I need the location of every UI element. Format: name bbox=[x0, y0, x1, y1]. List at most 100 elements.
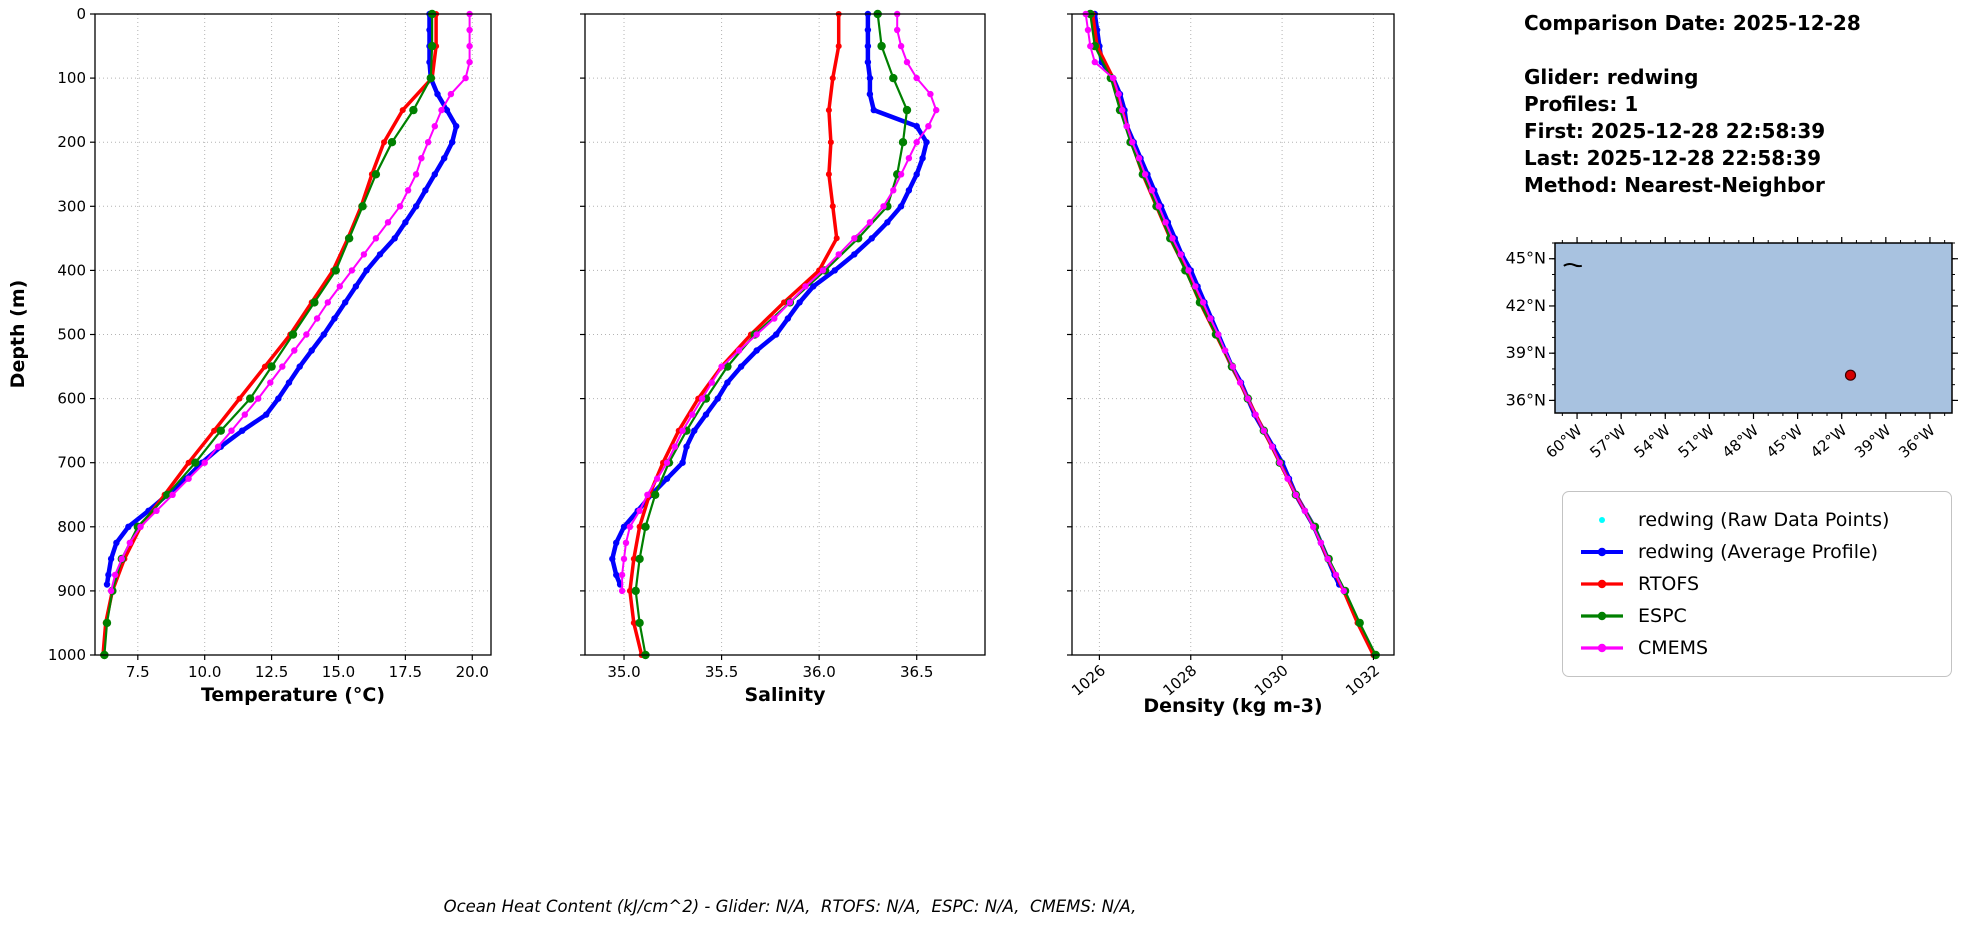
legend-marker-rtofs-icon bbox=[1581, 579, 1623, 589]
series-marker bbox=[126, 539, 133, 546]
series-marker bbox=[308, 347, 315, 354]
series-marker bbox=[631, 586, 640, 596]
series-marker bbox=[279, 363, 286, 370]
legend-label: CMEMS bbox=[1638, 637, 1709, 659]
series-marker bbox=[185, 459, 192, 466]
series-marker bbox=[635, 618, 644, 628]
legend-entry-cmems: CMEMS bbox=[1579, 632, 1935, 664]
series-marker bbox=[381, 139, 387, 146]
series-marker bbox=[835, 251, 842, 258]
series-marker bbox=[201, 459, 208, 466]
series-marker bbox=[303, 331, 310, 338]
series-marker bbox=[864, 42, 872, 50]
map-lat-tick-label: 36°N bbox=[1506, 390, 1546, 409]
series-marker bbox=[609, 555, 616, 563]
info-line: Last: 2025-12-28 22:58:39 bbox=[1524, 146, 1822, 170]
series-marker bbox=[331, 266, 340, 275]
series-marker bbox=[781, 299, 787, 306]
series-marker bbox=[902, 105, 912, 115]
series-marker bbox=[833, 235, 840, 242]
series-marker bbox=[897, 203, 905, 210]
series-marker bbox=[905, 155, 913, 162]
series-marker bbox=[737, 363, 745, 370]
y-tick-label: 400 bbox=[57, 261, 86, 279]
x-axis-label: Density (kg m-3) bbox=[1143, 695, 1322, 717]
series-marker bbox=[663, 475, 671, 482]
series-marker bbox=[1087, 42, 1094, 50]
series-marker bbox=[371, 170, 381, 179]
x-axis-label: Salinity bbox=[744, 684, 826, 706]
series-marker bbox=[1162, 219, 1169, 226]
series-marker bbox=[819, 267, 827, 274]
series-marker bbox=[618, 571, 626, 579]
series-marker bbox=[360, 251, 368, 258]
series-marker bbox=[336, 283, 343, 290]
series-marker bbox=[1268, 443, 1276, 450]
series-marker bbox=[1129, 139, 1136, 146]
series-marker bbox=[1317, 539, 1325, 546]
series-marker bbox=[449, 139, 456, 146]
series-marker bbox=[1084, 26, 1092, 34]
series-marker bbox=[903, 58, 911, 66]
series-marker bbox=[462, 74, 469, 82]
series-marker bbox=[1310, 523, 1317, 530]
series-marker bbox=[399, 107, 406, 114]
series-marker bbox=[636, 507, 643, 514]
series-marker bbox=[345, 234, 354, 243]
map-lon-tick-label: 60°W bbox=[1542, 421, 1585, 462]
series-marker bbox=[702, 411, 710, 418]
series-marker bbox=[724, 379, 731, 386]
series-marker bbox=[118, 555, 126, 563]
series-marker bbox=[679, 427, 686, 434]
series-marker bbox=[825, 107, 832, 114]
series-marker bbox=[905, 187, 913, 194]
series-marker bbox=[1215, 331, 1222, 338]
series-marker bbox=[925, 123, 932, 130]
series-marker bbox=[618, 587, 626, 595]
series-marker bbox=[310, 298, 319, 307]
series-marker bbox=[424, 139, 432, 146]
series-marker bbox=[802, 283, 809, 290]
legend-dot bbox=[1597, 579, 1607, 589]
series-marker bbox=[105, 571, 112, 579]
y-tick-label: 100 bbox=[57, 69, 86, 87]
series-marker bbox=[285, 379, 293, 386]
series-marker bbox=[153, 507, 160, 514]
legend-dot bbox=[1599, 517, 1605, 523]
series-marker bbox=[691, 427, 698, 434]
series-marker bbox=[796, 299, 803, 306]
y-tick-label: 800 bbox=[57, 518, 86, 536]
series-marker bbox=[236, 395, 243, 402]
series-marker bbox=[671, 443, 678, 450]
series-marker bbox=[864, 26, 872, 34]
series-marker bbox=[320, 331, 327, 338]
series-marker bbox=[331, 315, 338, 322]
series-marker bbox=[263, 411, 270, 418]
map-lon-tick-label: 36°W bbox=[1895, 421, 1938, 462]
series-marker bbox=[1355, 618, 1364, 628]
series-marker bbox=[898, 138, 908, 147]
series-marker bbox=[409, 105, 418, 115]
series-marker bbox=[1185, 267, 1192, 274]
series-marker bbox=[927, 90, 934, 98]
series-marker bbox=[1169, 235, 1176, 242]
x-tick-label: 36.5 bbox=[900, 663, 933, 681]
series-marker bbox=[1199, 299, 1207, 306]
legend-dot bbox=[1597, 643, 1607, 653]
series-line-rtofs bbox=[101, 12, 438, 657]
series-marker bbox=[923, 139, 930, 146]
series-marker bbox=[663, 459, 671, 466]
series-marker bbox=[829, 75, 836, 82]
series-marker bbox=[352, 283, 360, 290]
series-marker bbox=[644, 491, 651, 498]
series-marker bbox=[866, 90, 874, 98]
series-marker bbox=[913, 74, 920, 82]
x-tick-label: 1030 bbox=[1251, 661, 1292, 699]
legend-entry-espc: ESPC bbox=[1579, 600, 1935, 632]
series-marker bbox=[211, 427, 218, 434]
series-marker bbox=[870, 106, 877, 114]
series-line-redwing-average-profile- bbox=[610, 11, 929, 587]
x-tick-label: 17.5 bbox=[389, 663, 422, 681]
series-marker bbox=[851, 251, 858, 258]
series-marker bbox=[431, 123, 438, 130]
